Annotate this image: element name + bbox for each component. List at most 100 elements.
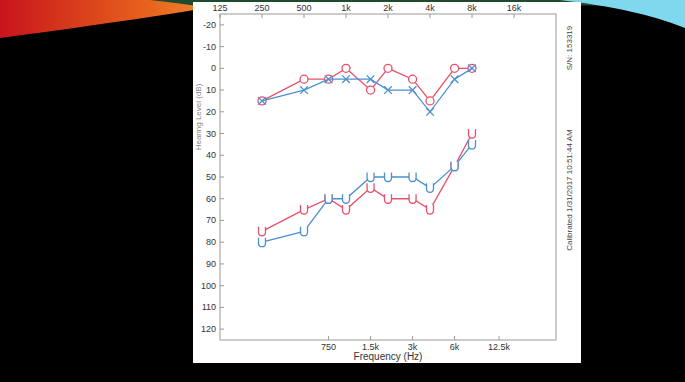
marker-u <box>343 194 350 203</box>
marker-circle <box>300 75 308 83</box>
marker-x <box>367 75 375 83</box>
marker-u <box>301 227 308 236</box>
x-tick-label: 250 <box>254 3 269 13</box>
x-tick-label: 16k <box>507 3 522 13</box>
marker-u <box>409 194 416 203</box>
x-tick <box>430 14 431 18</box>
chart-panel <box>193 2 581 363</box>
marker-circle <box>426 97 434 105</box>
marker-u <box>385 173 392 182</box>
y-tick <box>220 46 224 47</box>
y-tick-label: 110 <box>202 302 216 312</box>
x-tick <box>304 14 305 18</box>
y-tick <box>220 220 224 221</box>
y-tick <box>220 155 224 156</box>
y-tick <box>220 329 224 330</box>
marker-x <box>342 75 350 83</box>
background <box>0 0 685 382</box>
x-axis-label: Frequency (Hz) <box>354 351 423 362</box>
marker-u <box>325 194 332 203</box>
marker-u <box>367 173 374 182</box>
marker-u <box>451 162 458 171</box>
marker-x <box>384 86 392 94</box>
marker-u <box>427 205 434 214</box>
marker-circle <box>367 86 375 94</box>
marker-u <box>301 205 308 214</box>
x-tick <box>346 14 347 18</box>
x2-tick <box>454 336 455 340</box>
x-tick <box>220 14 221 18</box>
marker-circle <box>409 75 417 83</box>
marker-u <box>325 194 332 203</box>
marker-circle <box>451 64 459 72</box>
marker-u <box>367 183 374 192</box>
marker-x <box>468 65 476 73</box>
x-tick <box>514 14 515 18</box>
x2-tick-label: 6k <box>450 342 460 352</box>
y-tick-label: 70 <box>206 215 216 225</box>
y-tick <box>220 242 224 243</box>
y-tick <box>220 198 224 199</box>
y-tick <box>220 68 224 69</box>
marker-circle <box>384 64 392 72</box>
x-tick-label: 8k <box>467 3 477 13</box>
marker-circle <box>468 64 476 72</box>
marker-u <box>343 205 350 214</box>
x-tick-label: 4k <box>425 3 435 13</box>
y-tick <box>220 263 224 264</box>
x-tick-label: 1k <box>341 3 351 13</box>
y-tick-label: 30 <box>206 129 216 139</box>
plot-frame <box>220 14 556 340</box>
y-tick-label: 10 <box>206 85 216 95</box>
marker-x <box>451 75 459 83</box>
series-line <box>262 144 472 242</box>
y-tick <box>220 111 224 112</box>
y-tick <box>220 177 224 178</box>
series-line <box>262 68 472 111</box>
y-tick-label: -10 <box>203 42 216 52</box>
x2-tick-label: 750 <box>321 342 336 352</box>
marker-u <box>409 173 416 182</box>
y-tick-label: 50 <box>206 172 216 182</box>
y-tick-label: 80 <box>206 237 216 247</box>
annotation: Calibrated 1/31/2017 10:51:44 AM <box>565 129 574 251</box>
canvas: 1252505001k2k4k8k16k7501.5k3k6k12.5k-20-… <box>0 0 685 382</box>
marker-x <box>300 86 308 94</box>
x2-tick <box>412 336 413 340</box>
y-tick-label: 40 <box>206 150 216 160</box>
x-tick <box>472 14 473 18</box>
y-tick-label: 120 <box>201 324 216 334</box>
x-tick-label: 125 <box>212 3 227 13</box>
marker-x <box>325 75 333 83</box>
x2-tick <box>499 336 500 340</box>
y-tick <box>220 285 224 286</box>
series-line <box>262 68 472 101</box>
y-tick-label: 20 <box>206 107 216 117</box>
y-tick-label: 0 <box>211 63 216 73</box>
marker-circle <box>342 64 350 72</box>
marker-u <box>427 183 434 192</box>
x-tick-label: 2k <box>383 3 393 13</box>
marker-x <box>409 86 417 94</box>
series-line <box>262 134 472 232</box>
x-tick <box>388 14 389 18</box>
y-tick <box>220 90 224 91</box>
y-tick-label: -20 <box>203 20 216 30</box>
x2-tick <box>328 336 329 340</box>
slide: 1252505001k2k4k8k16k7501.5k3k6k12.5k-20-… <box>0 0 685 382</box>
annotation: S/N: 153319 <box>565 25 574 70</box>
x2-tick <box>370 336 371 340</box>
y-tick <box>220 24 224 25</box>
x-tick <box>262 14 263 18</box>
marker-u <box>451 162 458 171</box>
data-group <box>258 64 476 246</box>
y-tick-label: 90 <box>206 259 216 269</box>
marker-u <box>259 227 266 236</box>
x-tick-label: 500 <box>296 3 311 13</box>
y-tick <box>220 307 224 308</box>
marker-u <box>259 238 266 247</box>
y-tick <box>220 133 224 134</box>
y-axis-label: Hearing Level (dB) <box>194 83 203 150</box>
marker-x <box>258 97 266 105</box>
y-tick-label: 60 <box>206 194 216 204</box>
